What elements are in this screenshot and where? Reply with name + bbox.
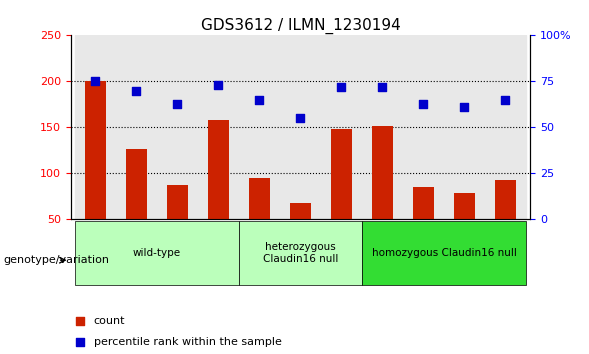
Bar	[495, 180, 516, 219]
Point	[378, 84, 387, 90]
Text: percentile rank within the sample: percentile rank within the sample	[94, 337, 282, 347]
Bar	[157, 35, 198, 219]
Text: heterozygous
Claudin16 null: heterozygous Claudin16 null	[263, 242, 338, 264]
Bar	[331, 129, 352, 219]
Bar	[413, 187, 434, 219]
Bar	[280, 35, 321, 219]
Bar	[290, 203, 310, 219]
Bar	[85, 81, 105, 219]
Bar	[444, 35, 485, 219]
Point	[75, 318, 85, 324]
Bar	[485, 35, 526, 219]
Bar	[116, 35, 157, 219]
Text: genotype/variation: genotype/variation	[3, 255, 109, 265]
Bar	[208, 120, 229, 219]
Point	[75, 339, 85, 345]
FancyBboxPatch shape	[75, 221, 239, 285]
Point	[501, 97, 510, 103]
Point	[214, 82, 223, 88]
Bar	[403, 35, 444, 219]
Bar	[126, 149, 147, 219]
Bar	[167, 185, 187, 219]
Text: wild-type: wild-type	[133, 248, 181, 258]
Bar	[321, 35, 362, 219]
Point	[460, 104, 469, 110]
Point	[419, 101, 428, 106]
Title: GDS3612 / ILMN_1230194: GDS3612 / ILMN_1230194	[200, 18, 401, 34]
Bar	[249, 178, 270, 219]
Bar	[239, 35, 280, 219]
Bar	[362, 35, 403, 219]
FancyBboxPatch shape	[239, 221, 362, 285]
FancyBboxPatch shape	[362, 221, 526, 285]
Bar	[454, 193, 475, 219]
Point	[91, 79, 100, 84]
Point	[131, 88, 141, 93]
Text: count: count	[94, 316, 125, 326]
Bar	[372, 126, 393, 219]
Point	[296, 115, 305, 121]
Text: homozygous Claudin16 null: homozygous Claudin16 null	[372, 248, 517, 258]
Point	[173, 101, 182, 106]
Point	[254, 97, 264, 103]
Point	[337, 84, 346, 90]
Bar	[198, 35, 239, 219]
Bar	[75, 35, 116, 219]
